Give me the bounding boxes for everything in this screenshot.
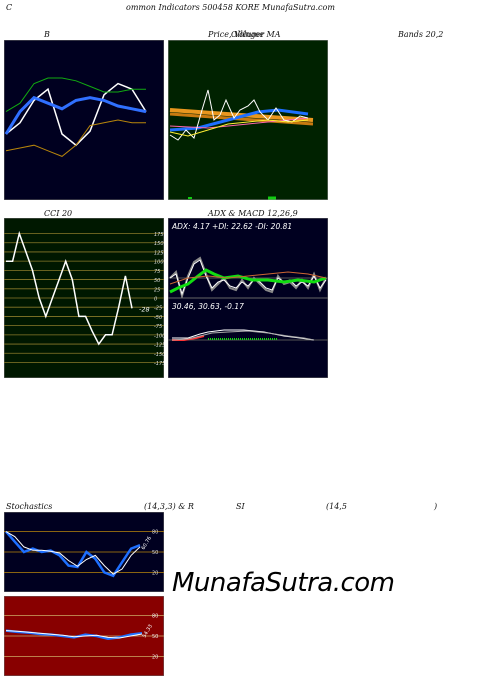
stochastics-line-d	[5, 531, 141, 575]
rsi-tick-label: 20	[152, 654, 158, 660]
cci-value-label: -28	[139, 305, 150, 313]
rsi-signal-line	[5, 630, 143, 639]
price-ma-line-yellow	[169, 119, 309, 137]
stochastics-tick-label: 80	[152, 530, 158, 536]
watermark: MunafaSutra.com	[172, 568, 395, 598]
price-ma-line-pink	[169, 117, 309, 129]
stoch-title: Stochastics	[6, 502, 53, 511]
stochastics-tick-label: 50	[152, 550, 158, 556]
cci-tick-label: 0	[154, 297, 157, 303]
stoch-params: (14,3,3) & R	[144, 502, 194, 511]
header-c: C	[6, 3, 13, 12]
stoch-end: )	[434, 502, 438, 511]
cci-chart: 175 150 125 100 75 50 25 0 -25 -50 -75 -100 -125 -150…	[4, 218, 164, 378]
cci-tick-label: -100	[154, 333, 164, 339]
stochastics-tick-label: 20	[152, 570, 158, 576]
cci-tick-label: -50	[154, 315, 162, 321]
cci-tick-label: 150	[154, 241, 164, 247]
bollinger-series-line	[4, 95, 147, 135]
cci-tick-label: 175	[154, 232, 164, 238]
adx-line-white	[169, 259, 327, 296]
cci-tick-label: -75	[154, 324, 162, 330]
bollinger-title: B	[44, 30, 50, 39]
price-ma-line-blue	[169, 108, 309, 132]
cci-tick-label: 100	[154, 260, 164, 266]
rsi-tick-label: 80	[152, 614, 158, 620]
cci-line	[6, 230, 133, 346]
cci-tick-label: 50	[154, 278, 160, 284]
cci-tick-label: 25	[154, 287, 160, 293]
cci-tick-label: 75	[154, 269, 160, 275]
adx-readout: ADX: 4.17 +DI: 22.62 -DI: 20.81	[171, 222, 292, 231]
bollinger-series-line	[5, 77, 146, 113]
macd-readout: 30.46, 30.63, -0.17	[172, 302, 244, 311]
price-ma-chart	[168, 40, 328, 200]
stoch-si: SI	[236, 502, 245, 511]
adx-chart: ADX: 4.17 +DI: 22.62 -DI: 20.81	[168, 218, 328, 298]
adx-title: ADX & MACD 12,26,9	[208, 209, 298, 218]
stoch-rsi: (14,5	[326, 502, 347, 511]
bollinger-series-line	[5, 119, 146, 157]
adx-line-orange	[169, 271, 327, 285]
bollinger-background	[4, 40, 164, 200]
macd-line-gray	[171, 330, 315, 341]
cci-tick-label: 125	[154, 250, 164, 256]
cci-tick-label: -150	[154, 352, 164, 358]
macd-chart: 30.46, 30.63, -0.17	[168, 298, 328, 378]
adx-line-gray	[169, 256, 327, 298]
cci-tick-label: -125	[154, 343, 164, 349]
price-ma-title: Price, Volume MA	[208, 30, 281, 39]
cci-title: CCI 20	[44, 209, 73, 218]
stochastics-line-k	[5, 530, 141, 578]
price-ma-overlay-title: Ollinger	[231, 30, 265, 39]
adx-background	[168, 218, 328, 298]
cci-tick-label: -175	[154, 361, 164, 367]
cci-tick-label: -25	[154, 306, 162, 312]
rsi-tick-label: 50	[152, 634, 158, 640]
page-title: ommon Indicators 500458 KORE MunafaSutra…	[126, 3, 335, 12]
bollinger-chart	[4, 40, 164, 200]
bands-title: Bands 20,2	[398, 30, 444, 39]
adx-line-green	[169, 268, 327, 294]
